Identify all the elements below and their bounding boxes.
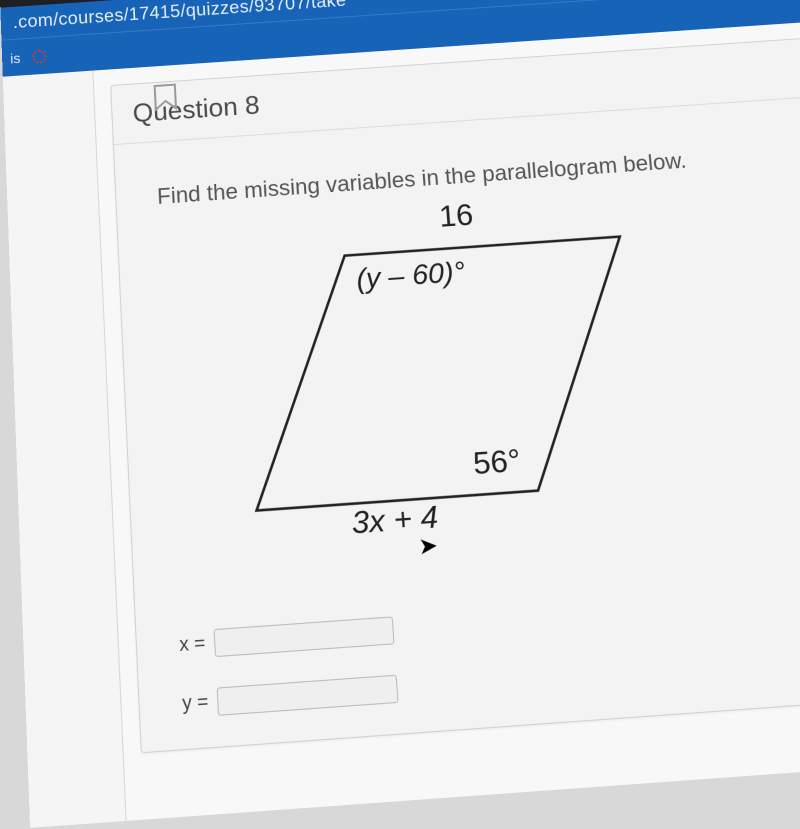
bookmark-icon[interactable] bbox=[153, 82, 181, 115]
toolbar-label: is bbox=[10, 50, 21, 66]
mouse-cursor-icon: ➤ bbox=[418, 531, 439, 560]
x-label: x = bbox=[179, 632, 206, 657]
y-input[interactable] bbox=[216, 674, 398, 715]
question-body: Find the missing variables in the parall… bbox=[114, 97, 800, 752]
question-card: Question 8 Find the missing variables in… bbox=[110, 38, 800, 753]
x-input[interactable] bbox=[213, 616, 394, 657]
page-content: Question 8 Find the missing variables in… bbox=[3, 21, 800, 828]
top-side-label: 16 bbox=[438, 198, 475, 234]
question-title: Question 8 bbox=[132, 90, 260, 129]
loading-spinner-icon bbox=[32, 49, 47, 64]
y-label: y = bbox=[182, 691, 209, 716]
answer-row-y: y = bbox=[182, 642, 800, 718]
answer-row-x: x = bbox=[179, 584, 800, 659]
question-prompt: Find the missing variables in the parall… bbox=[156, 138, 794, 211]
parallelogram-diagram: 16 (y – 60)° 56° 3x + 4 ➤ bbox=[211, 215, 671, 598]
quiz-main: Question 8 Find the missing variables in… bbox=[93, 21, 800, 821]
bottom-right-angle-label: 56° bbox=[472, 443, 522, 482]
